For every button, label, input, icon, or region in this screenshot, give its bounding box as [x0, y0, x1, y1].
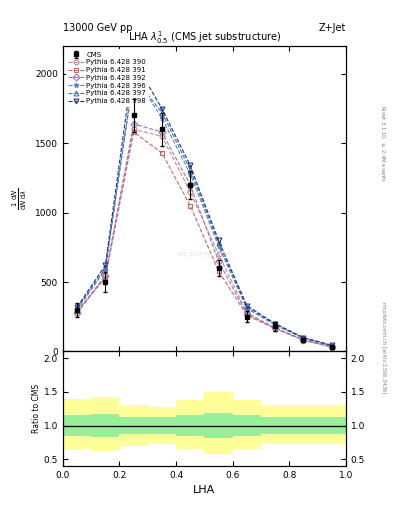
Bar [63, 415, 91, 436]
Pythia 6.428 397 [273, 322, 277, 328]
Pythia 6.428 391 [329, 344, 334, 350]
Bar [204, 413, 233, 438]
Pythia 6.428 391 [103, 275, 108, 281]
Pythia 6.428 397 [188, 166, 193, 173]
Pythia 6.428 398 [216, 238, 221, 244]
X-axis label: LHA: LHA [193, 485, 215, 495]
Pythia 6.428 392 [160, 129, 164, 135]
Pythia 6.428 391 [301, 337, 306, 344]
Pythia 6.428 397 [131, 74, 136, 80]
Bar [148, 407, 176, 444]
Pythia 6.428 396 [75, 307, 79, 313]
Bar [261, 406, 289, 444]
Pythia 6.428 398 [160, 105, 164, 112]
Pythia 6.428 398 [273, 321, 277, 327]
Title: LHA $\lambda^{1}_{0.5}$ (CMS jet substructure): LHA $\lambda^{1}_{0.5}$ (CMS jet substru… [128, 29, 281, 46]
Pythia 6.428 397 [103, 265, 108, 271]
Bar [318, 417, 346, 434]
Pythia 6.428 397 [75, 305, 79, 311]
Line: Pythia 6.428 396: Pythia 6.428 396 [75, 71, 334, 348]
Pythia 6.428 390 [131, 126, 136, 133]
Pythia 6.428 398 [301, 334, 306, 340]
Pythia 6.428 397 [160, 110, 164, 116]
Pythia 6.428 390 [75, 309, 79, 315]
Bar [289, 406, 318, 444]
Pythia 6.428 392 [244, 311, 249, 317]
Pythia 6.428 391 [75, 308, 79, 314]
Pythia 6.428 397 [329, 343, 334, 349]
Bar [318, 406, 346, 444]
Text: mcplots.cern.ch [arXiv:1306.3436]: mcplots.cern.ch [arXiv:1306.3436] [381, 303, 386, 394]
Pythia 6.428 396 [216, 243, 221, 249]
Line: Pythia 6.428 398: Pythia 6.428 398 [75, 57, 334, 348]
Pythia 6.428 396 [301, 335, 306, 342]
Pythia 6.428 392 [329, 344, 334, 350]
Pythia 6.428 391 [160, 150, 164, 156]
Bar [289, 417, 318, 434]
Line: Pythia 6.428 397: Pythia 6.428 397 [75, 74, 334, 348]
Pythia 6.428 396 [188, 170, 193, 177]
Pythia 6.428 391 [188, 203, 193, 209]
Pythia 6.428 396 [103, 266, 108, 272]
Pythia 6.428 398 [244, 303, 249, 309]
Pythia 6.428 391 [244, 312, 249, 318]
Pythia 6.428 390 [329, 344, 334, 350]
Pythia 6.428 392 [216, 258, 221, 264]
Line: Pythia 6.428 391: Pythia 6.428 391 [75, 130, 334, 349]
Pythia 6.428 397 [244, 304, 249, 310]
Bar [63, 398, 91, 449]
Bar [204, 392, 233, 454]
Bar [233, 400, 261, 449]
Pythia 6.428 390 [188, 189, 193, 195]
Bar [119, 417, 148, 434]
Pythia 6.428 392 [188, 182, 193, 188]
Pythia 6.428 391 [216, 268, 221, 274]
Pythia 6.428 390 [160, 133, 164, 139]
Y-axis label: Ratio to CMS: Ratio to CMS [32, 384, 41, 433]
Pythia 6.428 398 [329, 342, 334, 348]
Pythia 6.428 392 [131, 121, 136, 127]
Y-axis label: $\frac{1}{\mathrm{d}N}\frac{\mathrm{d}N}{\mathrm{d}\lambda}$: $\frac{1}{\mathrm{d}N}\frac{\mathrm{d}N}… [11, 188, 29, 210]
Pythia 6.428 391 [131, 129, 136, 135]
Bar [119, 406, 148, 446]
Text: Rivet 3.1.10, $\geq$ 2.4M events: Rivet 3.1.10, $\geq$ 2.4M events [379, 105, 387, 182]
Pythia 6.428 392 [301, 337, 306, 343]
Pythia 6.428 390 [216, 251, 221, 258]
Pythia 6.428 392 [75, 310, 79, 316]
Pythia 6.428 390 [244, 309, 249, 315]
Pythia 6.428 397 [301, 335, 306, 341]
Text: CMS_2017_FSQ_20187: CMS_2017_FSQ_20187 [176, 251, 232, 257]
Bar [148, 417, 176, 434]
Pythia 6.428 396 [160, 115, 164, 121]
Bar [233, 415, 261, 436]
Pythia 6.428 390 [301, 336, 306, 343]
Bar [176, 400, 204, 449]
Pythia 6.428 391 [273, 326, 277, 332]
Pythia 6.428 398 [131, 57, 136, 63]
Pythia 6.428 396 [244, 305, 249, 311]
Bar [91, 414, 119, 437]
Pythia 6.428 390 [103, 272, 108, 278]
Pythia 6.428 398 [75, 304, 79, 310]
Pythia 6.428 390 [273, 325, 277, 331]
Pythia 6.428 397 [216, 240, 221, 246]
Bar [91, 397, 119, 451]
Pythia 6.428 396 [273, 322, 277, 328]
Pythia 6.428 396 [329, 343, 334, 349]
Bar [261, 417, 289, 434]
Line: Pythia 6.428 392: Pythia 6.428 392 [75, 121, 334, 349]
Pythia 6.428 392 [103, 273, 108, 280]
Pythia 6.428 398 [188, 162, 193, 168]
Text: Z+Jet: Z+Jet [318, 23, 346, 33]
Text: 13000 GeV pp: 13000 GeV pp [63, 23, 132, 33]
Line: Pythia 6.428 390: Pythia 6.428 390 [75, 127, 334, 349]
Pythia 6.428 396 [131, 71, 136, 77]
Pythia 6.428 392 [273, 325, 277, 331]
Pythia 6.428 398 [103, 262, 108, 268]
Bar [176, 415, 204, 436]
Legend: CMS, Pythia 6.428 390, Pythia 6.428 391, Pythia 6.428 392, Pythia 6.428 396, Pyt: CMS, Pythia 6.428 390, Pythia 6.428 391,… [66, 49, 149, 107]
